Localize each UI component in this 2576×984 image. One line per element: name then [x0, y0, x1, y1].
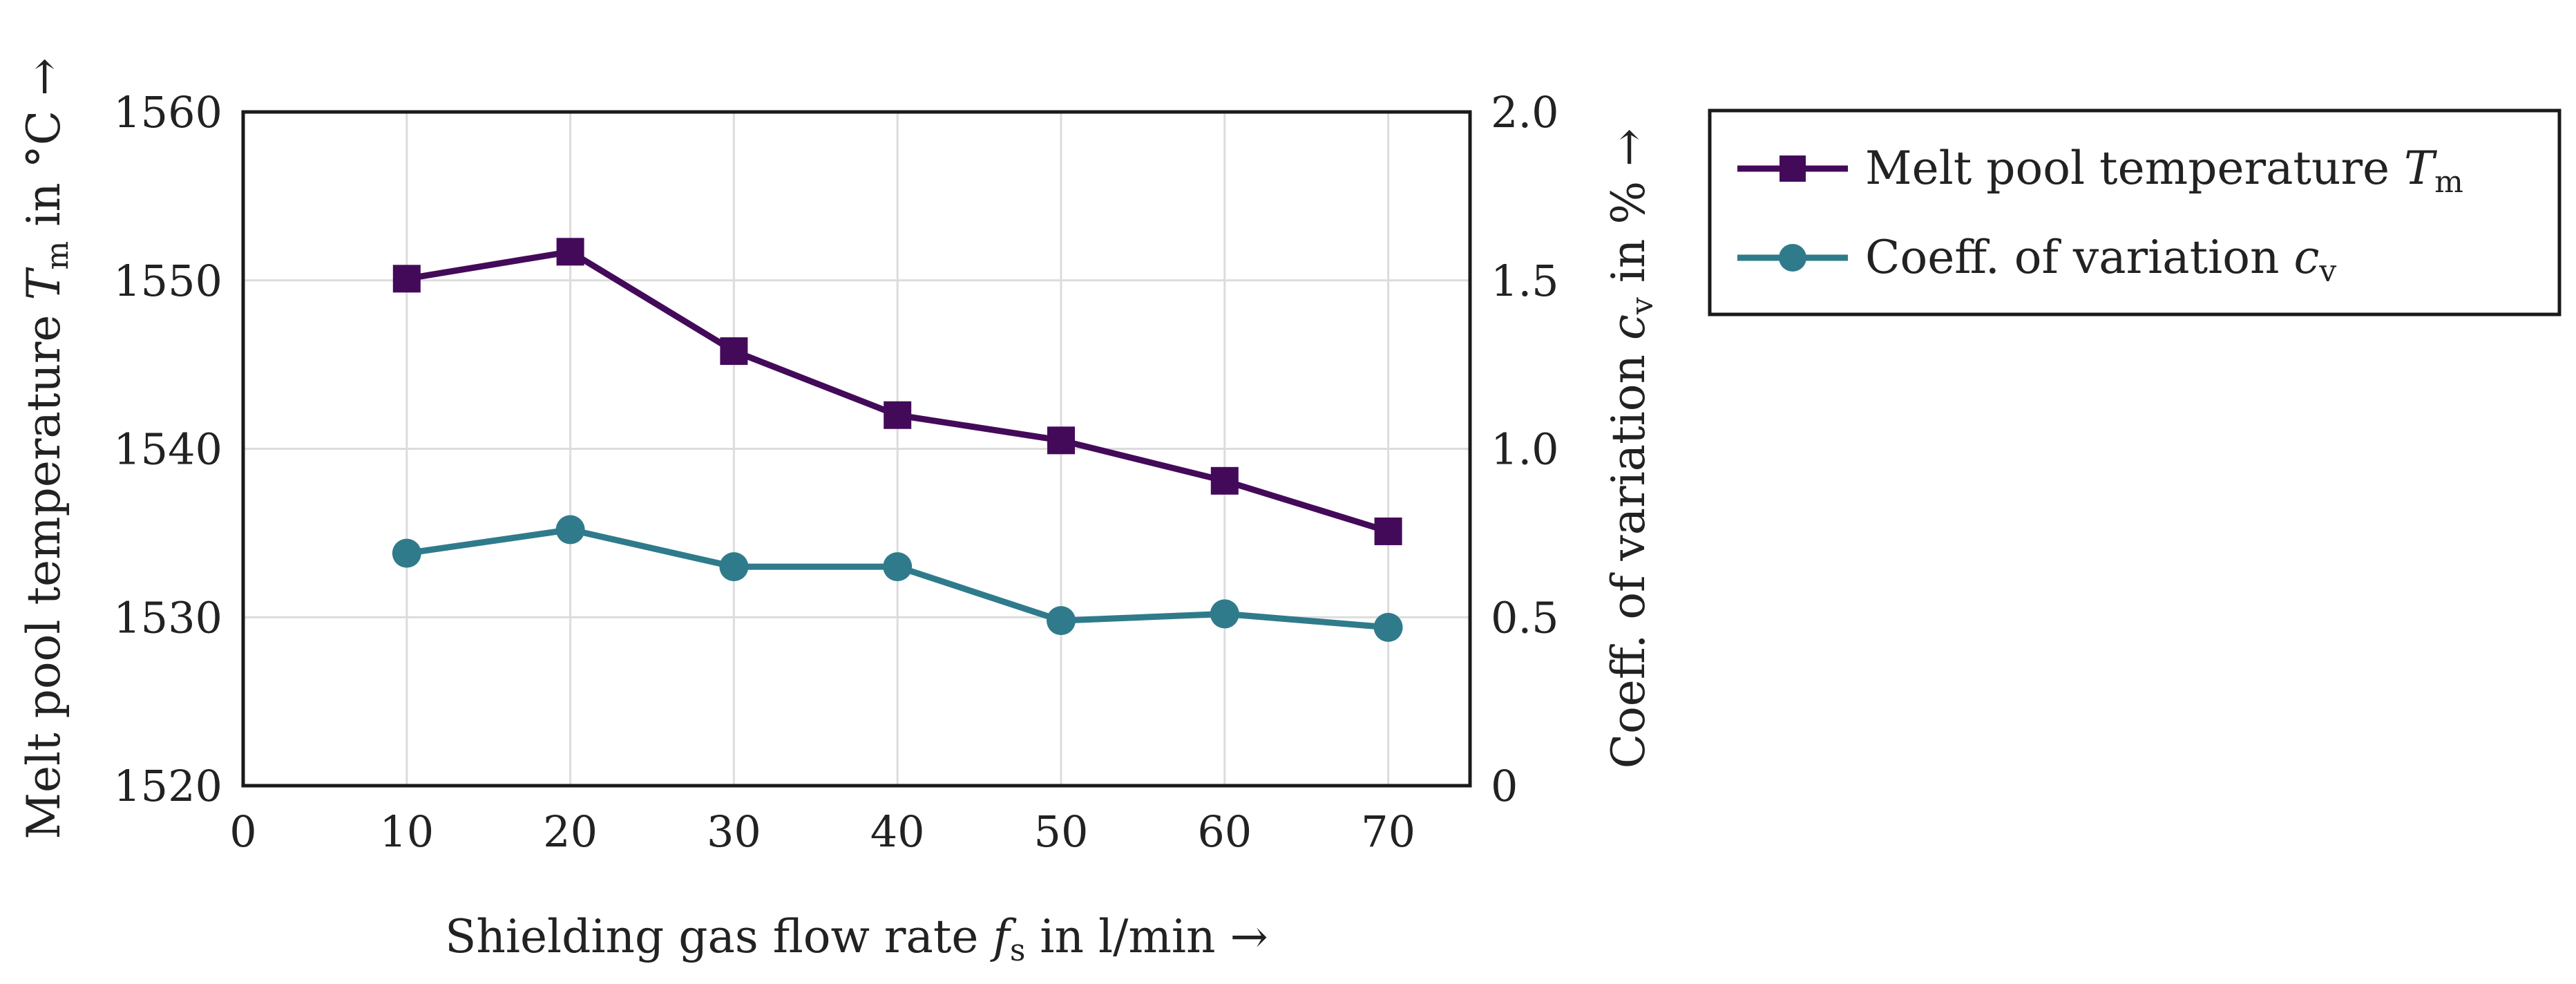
y2-tick-label: 0.5: [1491, 592, 1559, 643]
series-variation: [392, 515, 1403, 642]
data-point-circle: [719, 552, 749, 582]
data-point-square: [884, 401, 912, 429]
y-tick-label: 1560: [113, 87, 222, 138]
y2-tick-label: 1.5: [1491, 256, 1559, 306]
legend-marker-square: [1780, 155, 1806, 182]
legend-item-variation: Coeff. of variation cv: [1737, 231, 2336, 289]
data-point-circle: [883, 552, 913, 582]
grid: [243, 112, 1470, 786]
x-tick-label: 40: [870, 806, 925, 857]
legend-label-variation: Coeff. of variation cv: [1865, 231, 2336, 289]
data-point-circle: [392, 538, 421, 568]
y-tick-label: 1530: [113, 592, 222, 643]
data-point-circle: [1210, 599, 1239, 629]
data-point-square: [720, 337, 748, 366]
y2-tick-label: 0: [1491, 761, 1518, 811]
y2-axis-title: Coeff. of variation cv in % →: [1602, 129, 1660, 769]
data-point-circle: [1373, 612, 1403, 642]
legend-item-temperature: Melt pool temperature Tm: [1737, 142, 2463, 200]
y-tick-label: 1540: [113, 424, 222, 475]
y-tick-label: 1550: [113, 256, 222, 306]
y2-axis-ticks: 0 0.5 1.0 1.5 2.0: [1491, 87, 1559, 811]
data-point-square: [556, 238, 584, 266]
x-tick-label: 70: [1361, 806, 1415, 857]
series-temperature: [392, 238, 1402, 545]
x-tick-label: 20: [543, 806, 598, 857]
series: [392, 238, 1403, 642]
x-tick-label: 60: [1197, 806, 1252, 857]
y2-tick-label: 2.0: [1491, 87, 1559, 138]
y-axis-ticks: 1520 1530 1540 1550 1560: [113, 87, 222, 811]
data-point-circle: [555, 515, 585, 545]
legend-marker-circle: [1779, 244, 1806, 272]
data-point-square: [1210, 466, 1239, 495]
x-tick-label: 30: [707, 806, 761, 857]
x-tick-label: 50: [1034, 806, 1089, 857]
y-axis-title: Melt pool temperature Tm in °C →: [17, 57, 75, 839]
x-tick-label: 10: [379, 806, 434, 857]
plot-frame: [241, 110, 1472, 788]
legend: Melt pool temperature Tm Coeff. of varia…: [1708, 108, 2561, 316]
legend-label-temperature: Melt pool temperature Tm: [1865, 142, 2463, 200]
data-point-square: [1047, 426, 1075, 455]
x-axis-title: Shielding gas flow rate fs in l/min →: [445, 910, 1268, 968]
data-point-square: [1374, 517, 1402, 545]
x-axis-ticks: 0 10 20 30 40 50 60 70: [229, 806, 1415, 857]
x-tick-label: 0: [229, 806, 256, 857]
y2-tick-label: 1.0: [1491, 424, 1559, 475]
data-point-square: [392, 265, 421, 293]
data-point-circle: [1047, 606, 1076, 636]
y-tick-label: 1520: [113, 761, 222, 811]
legend-box: [1708, 108, 2561, 316]
